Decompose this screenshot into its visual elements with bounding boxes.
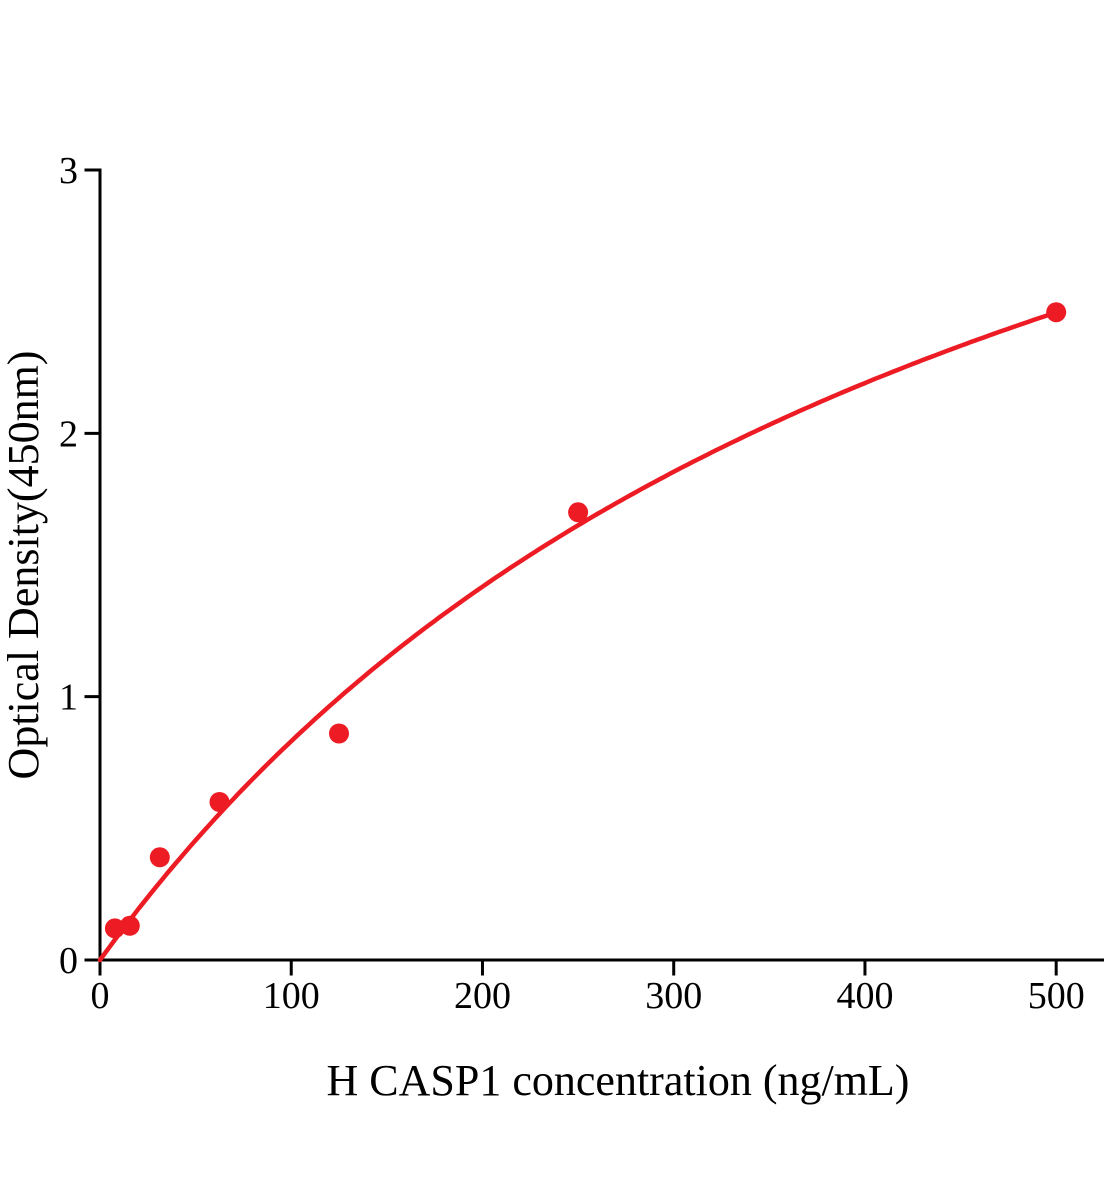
x-tick-label: 500: [1028, 975, 1085, 1017]
y-tick-label: 1: [59, 677, 78, 719]
data-point: [104, 918, 125, 939]
data-point: [149, 847, 170, 868]
x-tick-label: 100: [263, 975, 320, 1017]
y-tick-label: 0: [59, 940, 78, 982]
x-tick-label: 400: [836, 975, 893, 1017]
y-tick-label: 2: [59, 413, 78, 455]
axes: 0 100 200 300 400 500 0 1 2 3: [59, 150, 1104, 1017]
data-point: [568, 502, 589, 523]
y-tick-label: 3: [59, 150, 78, 192]
data-point: [119, 915, 140, 936]
y-axis-title: Optical Density(450nm): [0, 351, 48, 780]
data-point: [209, 792, 230, 812]
data-series: [97, 302, 1067, 963]
data-point: [1046, 302, 1067, 323]
data-point: [329, 723, 349, 744]
x-tick-label: 200: [454, 975, 511, 1017]
x-tick-label: 300: [645, 975, 702, 1017]
x-tick-label: 0: [91, 975, 110, 1017]
fit-curve: [97, 310, 1059, 963]
x-axis-title: H CASP1 concentration (ng/mL): [327, 1056, 910, 1105]
